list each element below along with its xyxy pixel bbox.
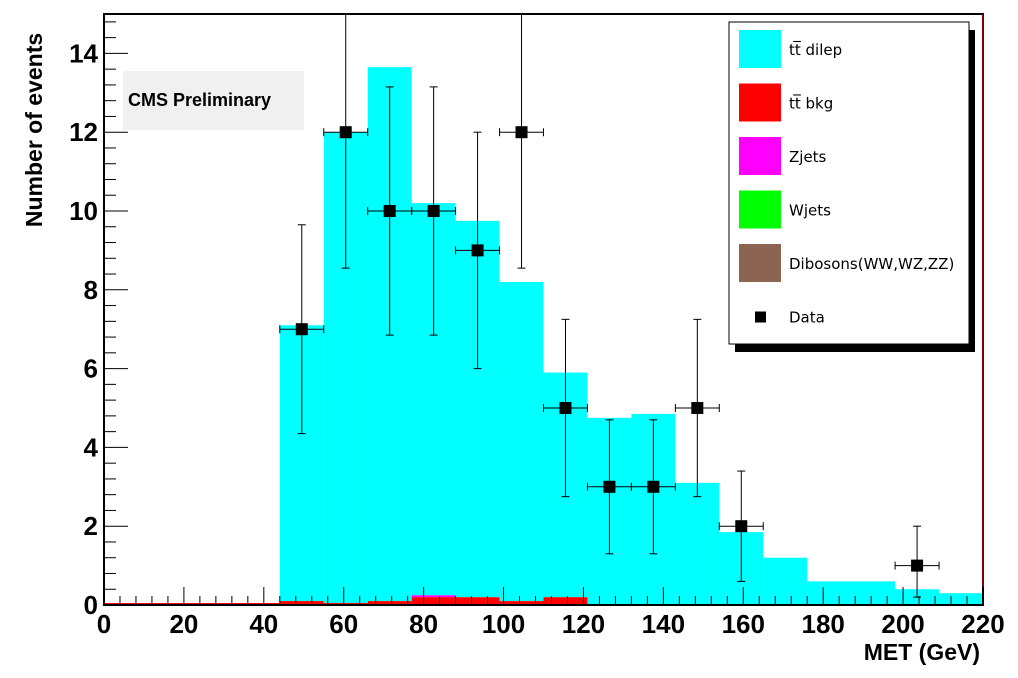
data-marker <box>427 205 440 217</box>
legend-label: Zjets <box>789 148 827 166</box>
legend-label: Data <box>789 309 825 327</box>
data-point-10 <box>718 470 764 582</box>
data-point-4 <box>455 131 501 370</box>
bar-ttbkg-4 <box>279 601 324 605</box>
x-tick-label: 20 <box>169 609 198 639</box>
legend: tt̅ dilep tt̅ bkg Zjets Wjets Dibosons(WW,WZ… <box>728 21 975 352</box>
data-point-8 <box>630 419 676 555</box>
bar-ttbkg-10 <box>543 597 588 605</box>
legend-label: Dibosons(WW,WZ,ZZ) <box>789 255 954 273</box>
cms-label-box <box>123 71 304 130</box>
bar-zjets-7 <box>411 595 456 598</box>
bar-ttbkg-9 <box>499 601 544 605</box>
legend-item-3: Wjets <box>739 190 831 229</box>
legend-label: Wjets <box>789 202 831 220</box>
legend-item-1: tt̅ bkg <box>739 83 833 122</box>
legend-item-5: Data <box>755 309 825 327</box>
data-marker <box>559 402 572 414</box>
x-tick-label: 0 <box>97 609 111 639</box>
axis-ticks: 0 20 40 60 80 100 120 140 160 180 200 220 0 2 4 6 8 10 12 1… <box>69 21 1005 639</box>
data-marker <box>471 244 484 257</box>
cms-label-text: CMS Preliminary <box>128 90 271 110</box>
y-tick-label: 6 <box>84 354 98 384</box>
legend-box <box>728 21 970 345</box>
data-point-7 <box>586 419 632 555</box>
x-tick-label: 220 <box>961 609 1004 639</box>
data-marker <box>647 480 660 493</box>
data-point-5 <box>499 14 544 269</box>
legend-swatch <box>739 244 781 282</box>
bar-ttdilep-13 <box>675 482 720 605</box>
legend-marker <box>755 311 766 323</box>
x-tick-label: 160 <box>722 609 765 639</box>
legend-item-2: Zjets <box>739 137 827 175</box>
plot-frame <box>103 13 984 606</box>
bar-ttdilep-15 <box>763 557 808 605</box>
legend-item-4: Dibosons(WW,WZ,ZZ) <box>739 244 954 282</box>
x-axis-label: MET (GeV) <box>864 639 980 665</box>
data-point-1 <box>323 14 369 269</box>
data-points <box>279 14 940 598</box>
legend-swatch <box>739 190 781 229</box>
data-marker <box>911 559 924 572</box>
x-tick-label: 120 <box>562 609 605 639</box>
bar-ttbkg-8 <box>455 597 500 605</box>
data-marker <box>515 126 528 139</box>
x-tick-label: 100 <box>482 609 525 639</box>
legend-item-0: tt̅ dilep <box>739 30 842 68</box>
bar-ttdilep-19 <box>939 593 983 605</box>
bar-ttdilep-9 <box>499 281 544 602</box>
y-tick-label: 14 <box>69 38 98 68</box>
x-tick-label: 180 <box>801 609 844 639</box>
data-point-11 <box>894 525 940 598</box>
legend-label: tt̅ bkg <box>789 94 833 113</box>
x-tick-label: 200 <box>881 609 924 639</box>
bar-ttbkg-7 <box>411 597 456 605</box>
x-tick-label: 80 <box>409 609 438 639</box>
bar-ttbkg-6 <box>367 601 412 605</box>
x-tick-label: 60 <box>329 609 358 639</box>
data-point-9 <box>674 318 720 498</box>
data-marker <box>295 323 308 336</box>
legend-swatch <box>739 137 781 175</box>
data-marker <box>735 520 748 533</box>
y-tick-label: 0 <box>84 590 98 620</box>
y-tick-label: 4 <box>84 432 99 462</box>
data-point-3 <box>411 86 457 336</box>
data-point-0 <box>279 224 325 435</box>
bar-ttdilep-17 <box>851 581 896 605</box>
y-tick-label: 8 <box>84 275 98 305</box>
y-tick-label: 12 <box>69 117 98 147</box>
x-tick-label: 40 <box>249 609 278 639</box>
legend-swatch <box>739 30 781 68</box>
y-axis-label: Number of events <box>21 33 47 227</box>
data-marker <box>691 402 704 414</box>
y-tick-label: 10 <box>69 196 98 226</box>
data-marker <box>603 480 616 493</box>
legend-swatch <box>739 83 781 122</box>
cms-preliminary-label: CMS Preliminary <box>123 71 304 130</box>
bar-ttdilep-16 <box>807 581 852 605</box>
y-tick-label: 2 <box>84 511 98 541</box>
data-marker <box>383 205 396 217</box>
data-marker <box>339 126 352 139</box>
x-tick-label: 140 <box>642 609 685 639</box>
data-point-6 <box>543 318 588 498</box>
legend-label: tt̅ dilep <box>789 40 842 59</box>
